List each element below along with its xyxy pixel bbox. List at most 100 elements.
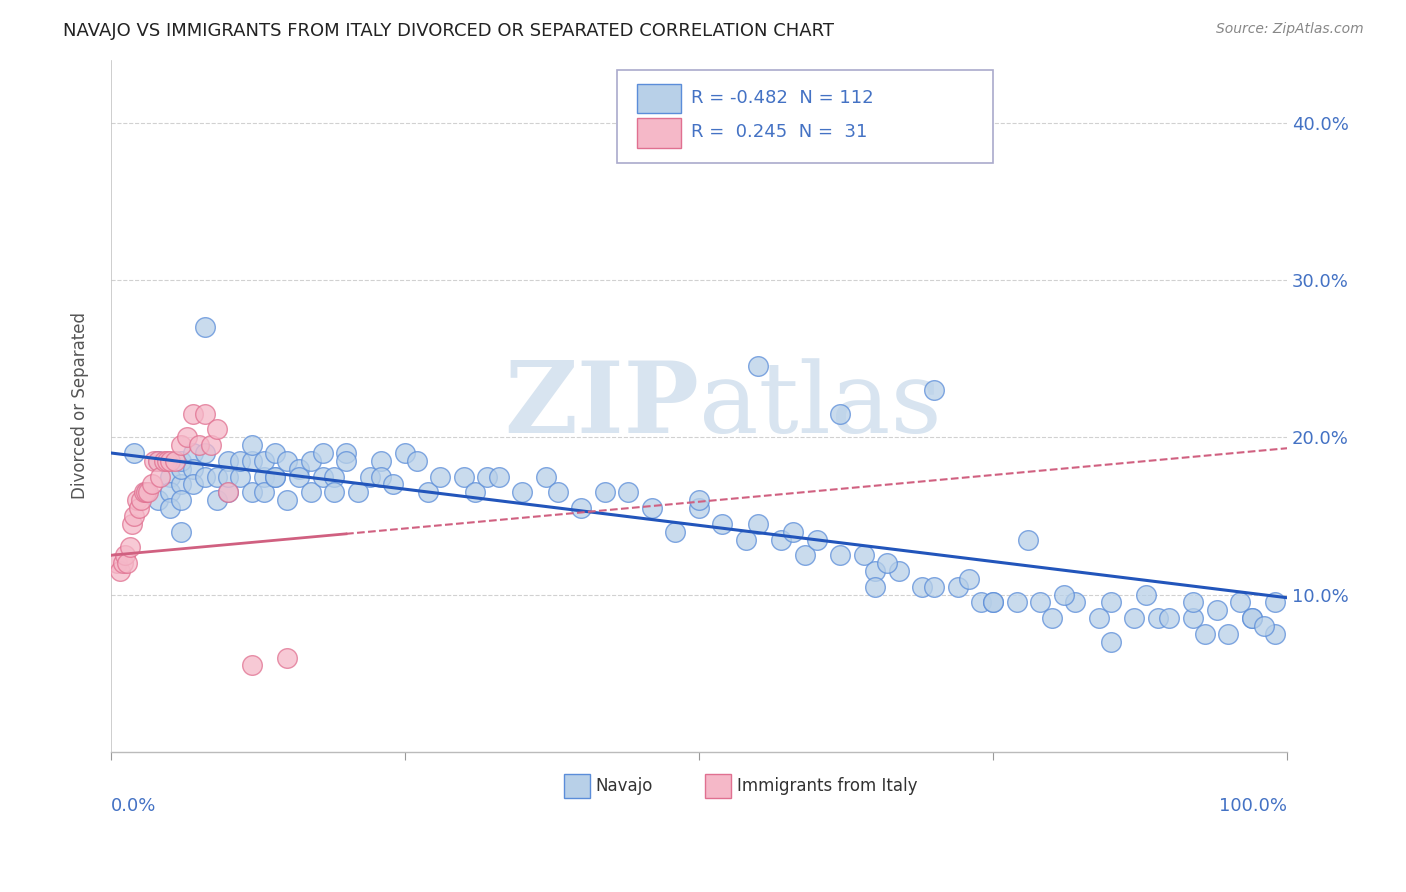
Point <box>181 461 204 475</box>
Point <box>194 446 217 460</box>
Point <box>770 533 793 547</box>
Point <box>205 469 228 483</box>
Point <box>217 485 239 500</box>
Point <box>176 430 198 444</box>
Point <box>828 407 851 421</box>
Point <box>111 556 134 570</box>
Point <box>1017 533 1039 547</box>
Point <box>1146 611 1168 625</box>
Point <box>159 501 181 516</box>
Point <box>453 469 475 483</box>
Point <box>593 485 616 500</box>
Point <box>911 580 934 594</box>
Point <box>118 541 141 555</box>
Point <box>1218 627 1240 641</box>
Point <box>141 477 163 491</box>
Point <box>323 469 346 483</box>
Point <box>146 454 169 468</box>
Point <box>1240 611 1263 625</box>
Point <box>981 595 1004 609</box>
Point <box>159 454 181 468</box>
Point <box>1181 595 1204 609</box>
Point <box>335 454 357 468</box>
Point <box>664 524 686 539</box>
Point <box>394 446 416 460</box>
Point <box>194 469 217 483</box>
Point <box>181 477 204 491</box>
Point <box>276 650 298 665</box>
Point <box>922 383 945 397</box>
Point <box>125 493 148 508</box>
Text: Navajo: Navajo <box>595 777 652 795</box>
Point <box>311 469 333 483</box>
Point <box>288 469 311 483</box>
Point <box>311 446 333 460</box>
Point <box>132 485 155 500</box>
Point <box>188 438 211 452</box>
Point <box>1099 634 1122 648</box>
Point <box>1159 611 1181 625</box>
Point <box>865 580 887 594</box>
Bar <box>704 774 731 798</box>
Point <box>135 485 157 500</box>
Point <box>149 469 172 483</box>
Bar <box>564 774 589 798</box>
Bar <box>637 84 682 113</box>
Point <box>1181 611 1204 625</box>
Point <box>240 485 263 500</box>
Point <box>146 454 169 468</box>
Point <box>115 556 138 570</box>
Point <box>170 438 193 452</box>
Point <box>229 469 252 483</box>
Point <box>806 533 828 547</box>
Text: R = -0.482  N = 112: R = -0.482 N = 112 <box>690 88 873 107</box>
Point <box>276 493 298 508</box>
Point <box>181 446 204 460</box>
Point <box>793 548 815 562</box>
Point <box>323 485 346 500</box>
Point <box>1240 611 1263 625</box>
Point <box>128 501 150 516</box>
Point <box>194 407 217 421</box>
Point <box>124 446 146 460</box>
Point <box>165 454 187 468</box>
Point <box>105 556 128 570</box>
Point <box>240 658 263 673</box>
Text: R =  0.245  N =  31: R = 0.245 N = 31 <box>690 123 868 141</box>
Point <box>959 572 981 586</box>
Text: 0.0%: 0.0% <box>111 797 156 815</box>
Point <box>288 461 311 475</box>
Bar <box>637 119 682 147</box>
Point <box>569 501 592 516</box>
Point <box>970 595 993 609</box>
Point <box>547 485 569 500</box>
Point <box>253 469 276 483</box>
Point <box>264 469 287 483</box>
Point <box>159 485 181 500</box>
Point <box>170 493 193 508</box>
Point <box>217 454 239 468</box>
Point <box>200 438 222 452</box>
Point <box>1264 595 1286 609</box>
Text: Source: ZipAtlas.com: Source: ZipAtlas.com <box>1216 22 1364 37</box>
Y-axis label: Divorced or Separated: Divorced or Separated <box>72 312 89 500</box>
Point <box>418 485 440 500</box>
Point <box>735 533 758 547</box>
Point <box>946 580 969 594</box>
Point <box>156 454 179 468</box>
Point <box>1088 611 1111 625</box>
Point <box>747 516 769 531</box>
Point <box>1205 603 1227 617</box>
Point <box>194 320 217 334</box>
Point <box>229 454 252 468</box>
Point <box>1253 619 1275 633</box>
Point <box>429 469 451 483</box>
Point <box>217 485 239 500</box>
Point <box>170 477 193 491</box>
Point <box>253 485 276 500</box>
Point <box>346 485 368 500</box>
Text: NAVAJO VS IMMIGRANTS FROM ITALY DIVORCED OR SEPARATED CORRELATION CHART: NAVAJO VS IMMIGRANTS FROM ITALY DIVORCED… <box>63 22 834 40</box>
Point <box>688 501 710 516</box>
Point <box>240 454 263 468</box>
Point <box>512 485 534 500</box>
